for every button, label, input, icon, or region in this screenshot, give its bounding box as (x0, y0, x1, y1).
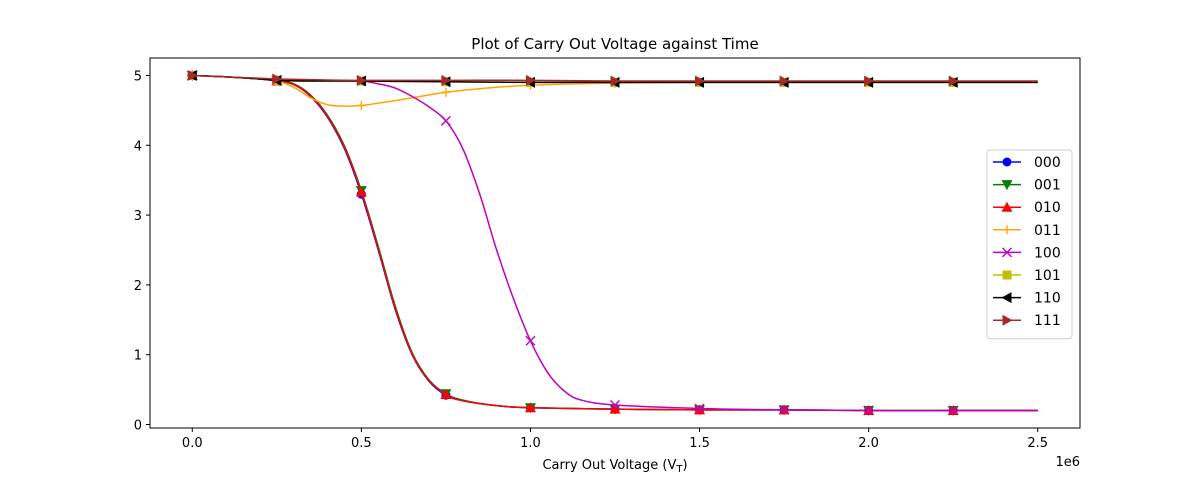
legend-box (986, 149, 1073, 340)
data-point-010 (524, 402, 536, 413)
x-axis-offset-label: 1e6 (1055, 455, 1080, 470)
legend-label: 010 (1034, 200, 1061, 216)
x-tick-label: 0.0 (182, 436, 203, 451)
legend-label: 001 (1034, 178, 1061, 194)
data-point-111 (441, 74, 452, 86)
legend-marker (1002, 270, 1012, 280)
data-point-111 (356, 74, 367, 86)
legend-label: 100 (1034, 245, 1061, 261)
legend-item-010: 010 (993, 200, 1061, 216)
x-tick-label: 2.5 (1027, 436, 1048, 451)
x-axis-label-subscript: T (675, 464, 683, 475)
axis-ticks: 0.0 0.5 1.0 1.5 2.0 2.5 0 1 2 3 4 5 (134, 69, 1048, 451)
data-point-100 (948, 405, 959, 416)
data-point-111 (695, 75, 706, 87)
data-point-100 (863, 405, 874, 416)
legend-label: 101 (1034, 268, 1061, 284)
legend-item-001: 001 (993, 178, 1061, 194)
data-point-111 (525, 74, 536, 86)
data-point-111 (948, 75, 959, 87)
data-point-100 (525, 335, 536, 346)
legend-marker (1001, 292, 1012, 304)
legend-label: 111 (1034, 313, 1061, 329)
data-point-111 (610, 75, 621, 87)
data-point-100 (694, 403, 705, 414)
legend-label: 000 (1034, 155, 1061, 171)
data-point-011 (356, 100, 366, 110)
x-tick-label: 2.0 (858, 436, 879, 451)
x-axis-label: Carry Out Voltage (VT) (542, 458, 687, 475)
legend-marker (1001, 180, 1013, 191)
data-point-010 (609, 403, 621, 414)
legend: 000 001 010 011 100 101 110 111 (986, 149, 1073, 340)
y-tick-label: 4 (134, 139, 142, 154)
plot-frame (149, 57, 1081, 429)
data-point-100 (440, 115, 451, 126)
x-tick-label: 1.0 (520, 436, 541, 451)
x-tick-label: 1.5 (689, 436, 710, 451)
legend-item-110: 110 (993, 291, 1061, 307)
legend-marker (1002, 314, 1013, 326)
data-point-111 (864, 75, 875, 87)
data-point-010 (440, 388, 452, 399)
series-111 (187, 69, 1038, 87)
data-point-111 (779, 75, 790, 87)
data-point-100 (779, 404, 790, 415)
data-point-010 (355, 186, 367, 197)
data-point-011 (441, 87, 451, 97)
x-axis-label-tail: ) (682, 458, 687, 473)
legend-item-000: 000 (993, 155, 1061, 171)
y-tick-label: 1 (134, 349, 142, 364)
y-tick-label: 0 (134, 419, 142, 434)
data-point-100 (610, 399, 620, 410)
legend-label: 110 (1034, 291, 1061, 307)
y-tick-label: 5 (134, 69, 142, 84)
legend-item-101: 101 (993, 268, 1061, 284)
legend-label: 011 (1034, 223, 1061, 239)
data-point-111 (272, 73, 283, 85)
y-tick-label: 2 (134, 279, 142, 294)
plot-area (186, 69, 1038, 417)
x-tick-label: 0.5 (351, 436, 372, 451)
legend-marker (1001, 201, 1013, 212)
chart-title: Plot of Carry Out Voltage against Time (471, 35, 758, 53)
legend-marker (1002, 157, 1012, 167)
legend-marker (1002, 225, 1012, 235)
y-tick-label: 3 (134, 209, 142, 224)
legend-item-100: 100 (993, 245, 1061, 261)
x-axis-label-main: Carry Out Voltage (V (542, 458, 676, 473)
data-point-111 (187, 69, 198, 81)
legend-item-111: 111 (993, 313, 1061, 329)
legend-item-011: 011 (993, 223, 1061, 239)
legend-marker (1002, 247, 1012, 258)
